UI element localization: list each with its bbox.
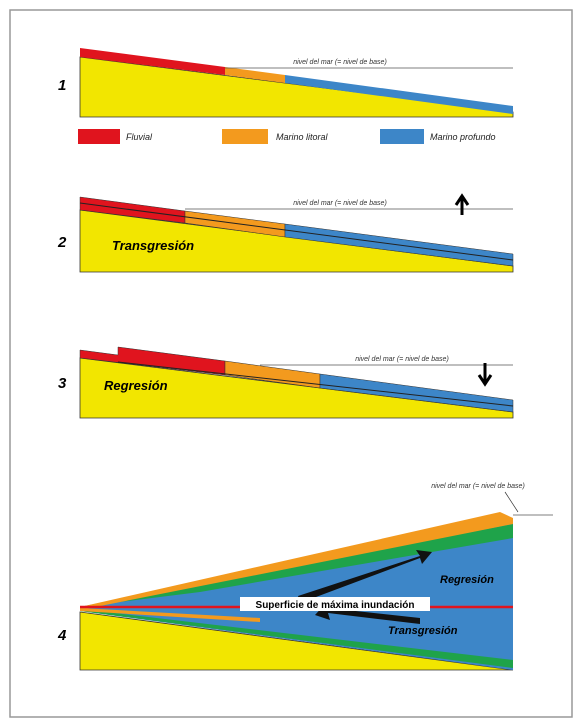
layer-boundary bbox=[117, 361, 514, 407]
sea-level-label: nivel del mar (= nivel de base) bbox=[355, 356, 449, 363]
litoral-lower bbox=[80, 608, 260, 622]
transgression-label: Transgresión bbox=[388, 625, 458, 637]
legend: Fluvial Marino litoral Marino profundo bbox=[78, 129, 496, 144]
legend-label: Fluvial bbox=[126, 132, 153, 142]
fluvial-layer bbox=[80, 48, 225, 75]
profundo-layer bbox=[285, 75, 513, 114]
legend-label: Marino profundo bbox=[430, 132, 496, 142]
sea-level-label: nivel del mar (= nivel de base) bbox=[431, 483, 525, 490]
legend-swatch bbox=[78, 129, 120, 144]
sediment bbox=[79, 611, 514, 671]
profundo-layer bbox=[319, 373, 514, 413]
litoral-green-lower bbox=[80, 609, 513, 668]
arrow-transgression bbox=[315, 603, 420, 624]
panel-2: nivel del mar (= nivel de base) 2 Transg… bbox=[57, 193, 514, 273]
arrow-regression bbox=[298, 550, 432, 603]
sea-level-label: nivel del mar (= nivel de base) bbox=[293, 200, 387, 207]
panel-4: Superficie de máxima inundación Regresió… bbox=[57, 483, 553, 671]
surface-label: Superficie de máxima inundación bbox=[256, 600, 415, 611]
legend-swatch bbox=[380, 129, 424, 144]
sea-level-label: nivel del mar (= nivel de base) bbox=[293, 59, 387, 66]
legend-label: Marino litoral bbox=[276, 132, 329, 142]
panel-number: 2 bbox=[57, 234, 67, 251]
legend-swatch bbox=[222, 129, 268, 144]
process-label: Regresión bbox=[104, 378, 168, 393]
panel-3: nivel del mar (= nivel de base) 3 Regres… bbox=[58, 346, 514, 419]
litoral-layer bbox=[225, 67, 285, 83]
regression-label: Regresión bbox=[440, 574, 494, 586]
pointer bbox=[504, 491, 519, 513]
process-label: Transgresión bbox=[112, 238, 194, 253]
arrow-down bbox=[477, 363, 493, 387]
arrow-up bbox=[454, 193, 470, 215]
layer-boundary bbox=[79, 202, 514, 261]
panel-1: nivel del mar (= nivel de base) 1 bbox=[58, 48, 514, 118]
panel-number: 4 bbox=[57, 627, 67, 644]
litoral-upper bbox=[80, 512, 513, 610]
panel-number: 1 bbox=[58, 77, 66, 94]
panel-number: 3 bbox=[58, 375, 67, 392]
label-bg bbox=[240, 597, 430, 611]
